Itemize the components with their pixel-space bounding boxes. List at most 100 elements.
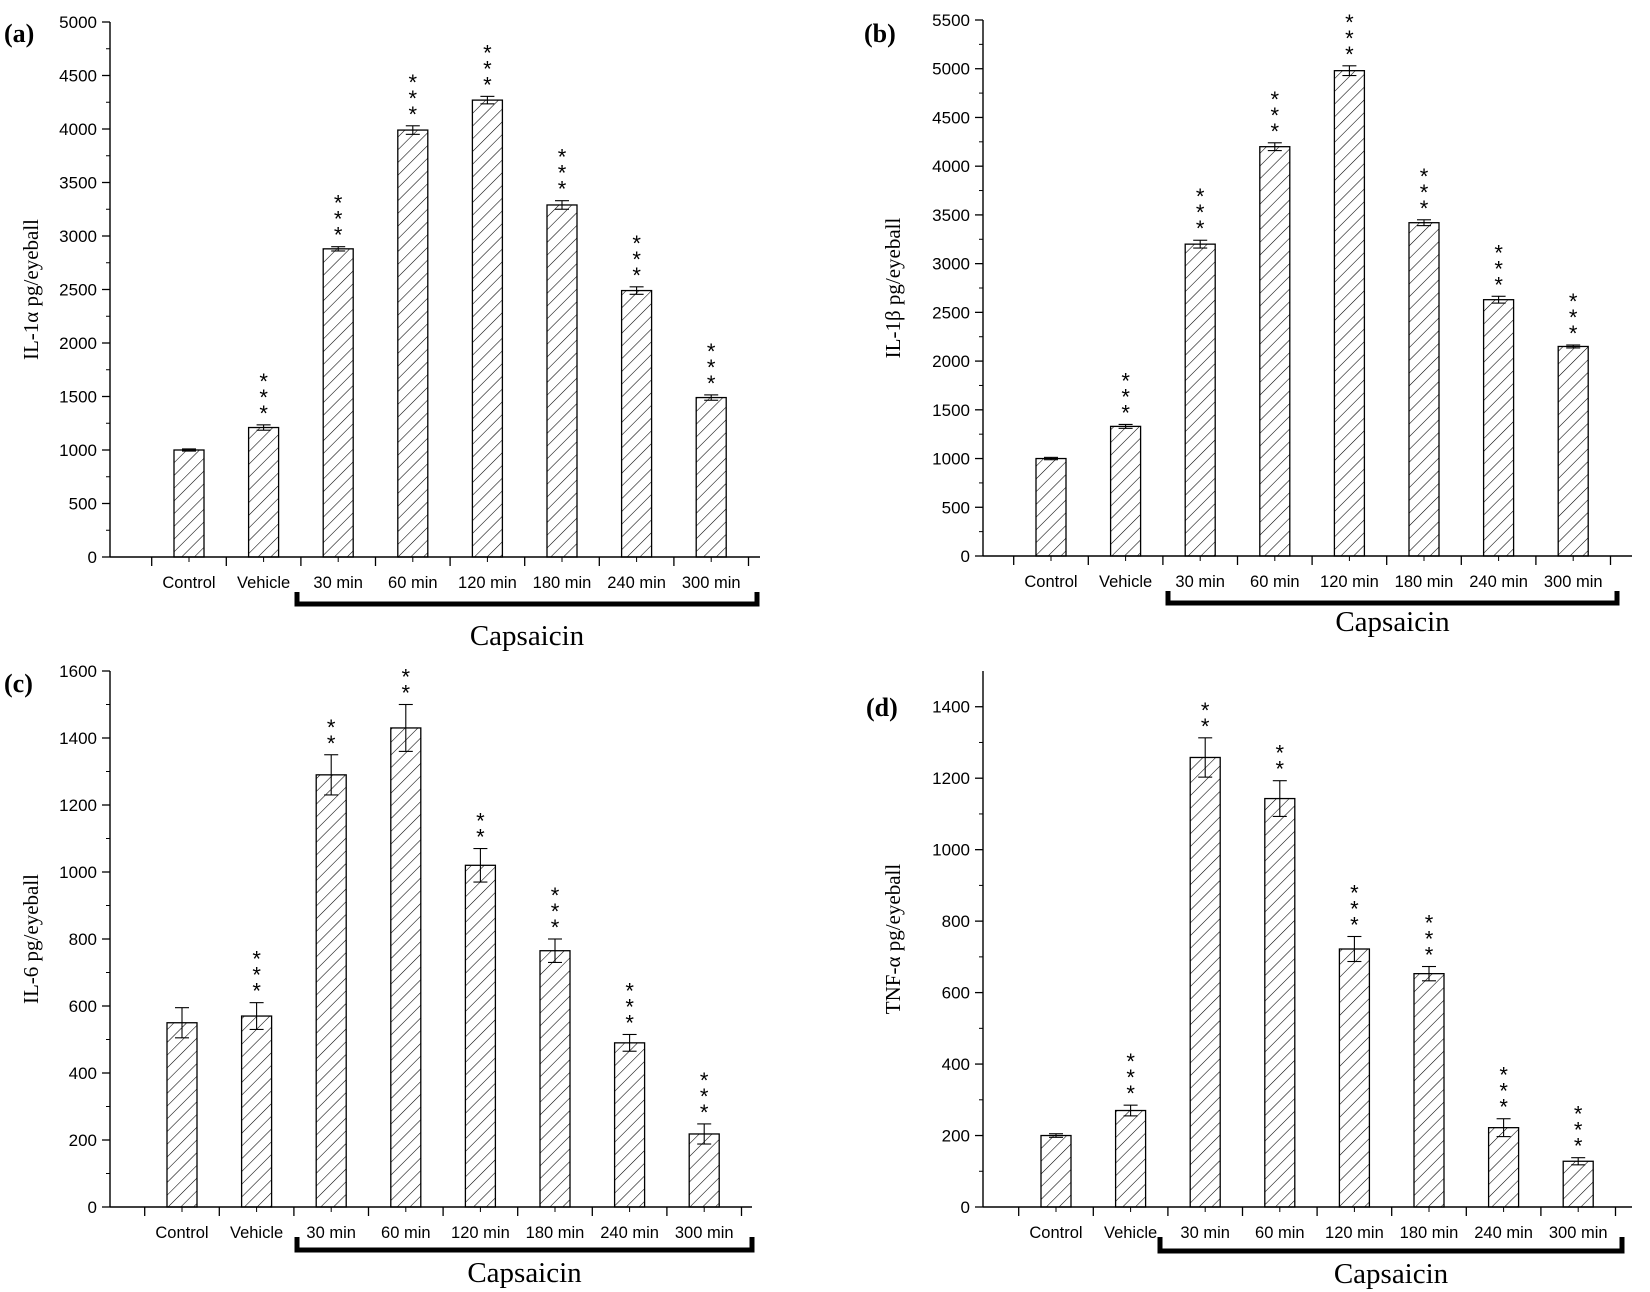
significance-star: * — [1569, 321, 1578, 346]
significance-star: * — [252, 979, 261, 1004]
category-label: 180 min — [533, 574, 592, 592]
significance-star: * — [707, 355, 716, 380]
significance-star: * — [1345, 26, 1354, 51]
category-label: Control — [1024, 573, 1077, 591]
category-label: 120 min — [1320, 573, 1379, 591]
y-tick-label: 0 — [961, 547, 970, 566]
significance-star: * — [707, 339, 716, 364]
significance-star: * — [1420, 180, 1429, 205]
significance-star: * — [1420, 196, 1429, 221]
category-label: 300 min — [1544, 573, 1603, 591]
y-tick-label: 2000 — [59, 334, 97, 353]
significance-star: * — [1425, 927, 1434, 952]
significance-star: * — [625, 1010, 634, 1035]
y-tick-label: 800 — [942, 912, 970, 931]
significance-star: * — [551, 883, 560, 908]
capsaicin-bracket — [1165, 591, 1620, 606]
significance-star: * — [1121, 400, 1130, 425]
y-tick-label: 1000 — [59, 441, 97, 460]
bar — [464, 864, 497, 1208]
y-tick-label: 600 — [69, 997, 97, 1016]
y-tick-label: 4000 — [932, 157, 970, 176]
significance-star: * — [625, 978, 634, 1003]
bar — [1413, 973, 1445, 1208]
significance-star: * — [334, 207, 343, 232]
bar — [1487, 1127, 1520, 1208]
y-tick-label: 0 — [88, 1198, 97, 1217]
significance-star: * — [476, 825, 485, 850]
bar — [315, 774, 347, 1208]
bar — [539, 950, 571, 1208]
y-axis-label: TNF-α pg/eyeball — [881, 864, 905, 1015]
bar — [322, 248, 354, 558]
bar — [1035, 457, 1067, 557]
bar — [247, 426, 280, 558]
significance-star: * — [1126, 1081, 1135, 1106]
significance-star: * — [1121, 384, 1130, 409]
capsaicin-bracket — [294, 592, 760, 607]
category-label: Vehicle — [1099, 573, 1152, 591]
y-axis-label: IL-1α pg/eyeball — [19, 219, 43, 360]
y-tick-label: 3500 — [59, 174, 97, 193]
bar — [1109, 425, 1142, 557]
bar — [397, 129, 429, 558]
significance-star: * — [1126, 1065, 1135, 1090]
y-tick-label: 3000 — [59, 227, 97, 246]
y-tick-label: 2500 — [59, 281, 97, 300]
bar — [688, 1133, 720, 1208]
category-label: 120 min — [451, 1224, 510, 1242]
bar — [173, 449, 205, 558]
significance-star: * — [1574, 1134, 1583, 1159]
category-label: 30 min — [1175, 573, 1225, 591]
significance-star: * — [700, 1068, 709, 1093]
group-label: Capsaicin — [467, 1257, 582, 1289]
y-tick-label: 200 — [69, 1131, 97, 1150]
y-tick-label: 4500 — [932, 108, 970, 127]
bar — [695, 396, 727, 558]
panel-label: (a) — [4, 19, 34, 48]
bar — [1184, 243, 1216, 557]
panel-c-il6-chart: 02004006008001000120014001600Control***V… — [4, 662, 755, 1289]
significance-star: * — [409, 102, 418, 127]
significance-star: * — [558, 145, 567, 170]
significance-star: * — [1494, 240, 1503, 265]
significance-star: * — [327, 715, 336, 740]
category-label: 30 min — [1180, 1224, 1230, 1242]
category-label: 300 min — [682, 574, 741, 592]
y-tick-label: 400 — [69, 1064, 97, 1083]
category-label: Control — [1029, 1224, 1082, 1242]
significance-star: * — [700, 1084, 709, 1109]
significance-star: * — [1126, 1049, 1135, 1074]
significance-star: * — [1494, 256, 1503, 281]
significance-star: * — [1196, 200, 1205, 225]
significance-star: * — [1276, 757, 1285, 782]
category-label: 240 min — [607, 574, 666, 592]
significance-star: * — [1494, 272, 1503, 297]
category-label: 60 min — [388, 574, 438, 592]
y-tick-label: 1000 — [932, 450, 970, 469]
y-tick-label: 1500 — [932, 401, 970, 420]
significance-star: * — [1271, 87, 1280, 112]
category-label: 180 min — [1400, 1224, 1459, 1242]
significance-star: * — [259, 369, 268, 394]
significance-star: * — [334, 223, 343, 248]
category-label: 300 min — [675, 1224, 734, 1242]
significance-star: * — [1499, 1063, 1508, 1088]
category-label: 60 min — [1250, 573, 1300, 591]
y-tick-label: 5000 — [59, 13, 97, 32]
significance-star: * — [483, 56, 492, 81]
y-tick-label: 5000 — [932, 60, 970, 79]
significance-star: * — [551, 915, 560, 940]
y-tick-label: 4500 — [59, 67, 97, 86]
y-tick-label: 200 — [942, 1127, 970, 1146]
significance-star: * — [1201, 714, 1210, 739]
significance-star: * — [252, 963, 261, 988]
category-label: 180 min — [526, 1224, 585, 1242]
significance-star: * — [1420, 164, 1429, 189]
y-tick-label: 2000 — [932, 352, 970, 371]
y-tick-label: 400 — [942, 1055, 970, 1074]
bar — [471, 99, 504, 558]
y-tick-label: 600 — [942, 984, 970, 1003]
bar — [390, 727, 422, 1208]
significance-star: * — [402, 665, 411, 690]
